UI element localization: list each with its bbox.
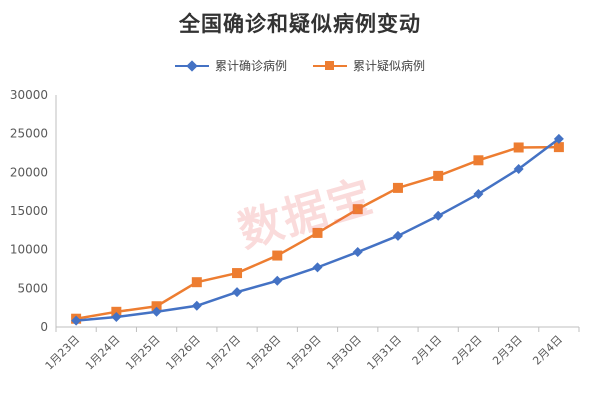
data-point (553, 142, 564, 153)
data-point (392, 230, 403, 241)
y-tick-label: 20000 (10, 165, 48, 179)
data-point (433, 170, 444, 181)
data-point (513, 142, 524, 153)
x-tick-label: 2月3日 (490, 333, 525, 368)
data-point (111, 306, 122, 317)
chart-title: 全国确诊和疑似病例变动 (179, 12, 421, 36)
data-point (433, 210, 444, 221)
y-tick-label: 15000 (10, 204, 48, 218)
x-tick-label: 1月31日 (364, 333, 404, 373)
data-point (312, 227, 323, 238)
y-tick-label: 30000 (10, 88, 48, 102)
data-point (473, 188, 484, 199)
x-tick-label: 1月25日 (123, 333, 163, 373)
x-tick-label: 1月27日 (204, 333, 244, 373)
legend-item-confirmed: 累计确诊病例 (174, 57, 287, 74)
data-point (272, 275, 283, 286)
y-tick-label: 25000 (10, 127, 48, 141)
y-tick-label: 5000 (17, 281, 48, 295)
data-point (71, 315, 82, 326)
x-tick-label: 1月26日 (163, 333, 203, 373)
x-tick-label: 1月23日 (43, 333, 83, 373)
data-point (151, 301, 162, 312)
data-point (232, 268, 243, 279)
data-point (473, 155, 484, 166)
x-tick-label: 2月4日 (530, 333, 565, 368)
data-point (392, 182, 403, 193)
data-point (352, 204, 363, 215)
legend-swatch-confirmed (174, 59, 209, 72)
y-tick-label: 0 (40, 320, 48, 334)
legend-label-suspected: 累计疑似病例 (353, 59, 426, 73)
data-point (553, 133, 564, 144)
data-point (151, 306, 162, 317)
data-point (111, 312, 122, 323)
x-tick-label: 1月30日 (324, 333, 364, 373)
x-tick-label: 1月28日 (244, 333, 284, 373)
x-tick-label: 2月2日 (450, 333, 485, 368)
data-point (352, 247, 363, 258)
legend: 累计确诊病例 累计疑似病例 (0, 57, 600, 74)
legend-label-confirmed: 累计确诊病例 (214, 59, 287, 73)
data-point (272, 250, 283, 261)
data-point (513, 163, 524, 174)
data-point (191, 300, 202, 311)
y-tick-label: 10000 (10, 243, 48, 257)
data-point (312, 262, 323, 273)
legend-item-suspected: 累计疑似病例 (313, 57, 425, 74)
x-tick-label: 1月29日 (284, 333, 324, 373)
x-tick-label: 1月24日 (83, 333, 123, 373)
data-point (232, 287, 243, 298)
x-tick-label: 2月1日 (410, 333, 445, 368)
data-point (191, 277, 202, 288)
legend-swatch-suspected (313, 60, 347, 72)
